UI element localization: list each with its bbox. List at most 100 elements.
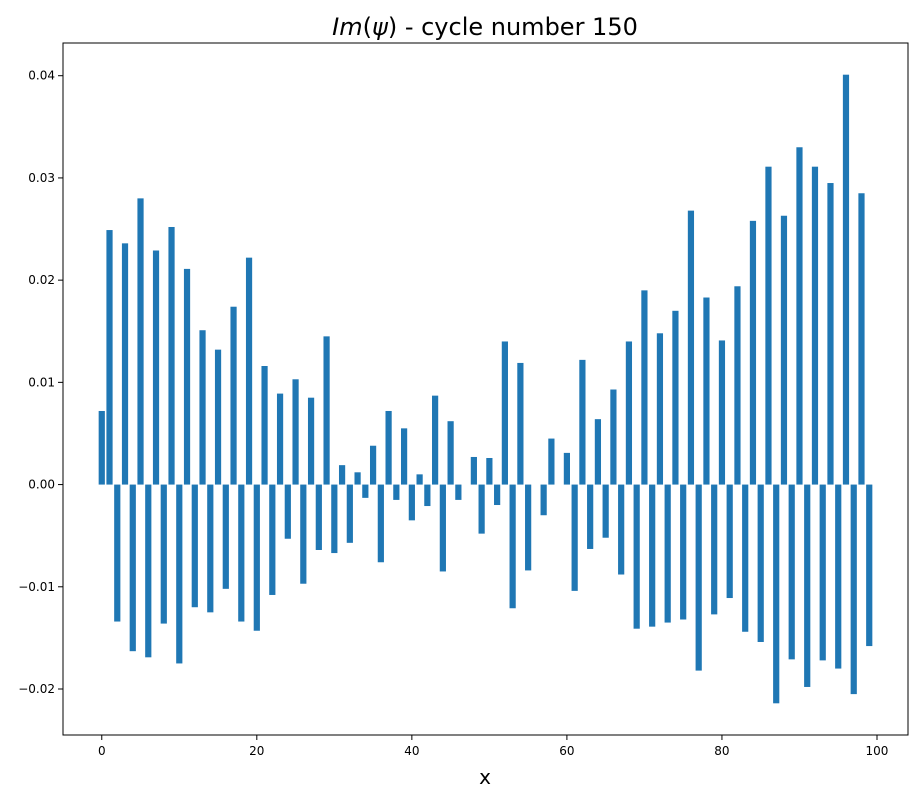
bar-42 bbox=[424, 484, 431, 507]
bar-97 bbox=[850, 484, 857, 695]
bar-62 bbox=[579, 359, 586, 485]
bar-89 bbox=[788, 484, 795, 660]
bar-69 bbox=[633, 484, 640, 629]
x-tick-label: 20 bbox=[249, 744, 264, 758]
bar-87 bbox=[773, 484, 780, 704]
bar-78 bbox=[703, 297, 710, 485]
y-tick-label: 0.03 bbox=[28, 171, 55, 185]
bar-82 bbox=[734, 286, 741, 485]
bar-94 bbox=[827, 183, 834, 485]
bar-1 bbox=[106, 230, 113, 485]
title-suffix: - cycle number 150 bbox=[397, 13, 638, 41]
x-axis-label: x bbox=[479, 765, 491, 789]
bar-26 bbox=[300, 484, 307, 584]
bar-55 bbox=[525, 484, 532, 571]
bar-65 bbox=[602, 484, 609, 538]
bar-73 bbox=[664, 484, 671, 623]
bar-95 bbox=[835, 484, 842, 669]
bar-84 bbox=[749, 220, 757, 485]
bar-99 bbox=[866, 484, 873, 647]
bar-4 bbox=[129, 484, 136, 652]
bar-43 bbox=[432, 395, 439, 485]
bar-40 bbox=[408, 484, 415, 521]
bar-64 bbox=[594, 419, 602, 485]
plot-area-frame bbox=[62, 42, 909, 736]
bar-49 bbox=[478, 484, 485, 534]
bar-71 bbox=[649, 484, 656, 627]
bar-18 bbox=[238, 484, 245, 622]
bar-37 bbox=[385, 410, 392, 485]
bar-6 bbox=[145, 484, 152, 658]
bar-24 bbox=[284, 484, 291, 539]
y-tick-label: 0.00 bbox=[28, 478, 55, 492]
bar-46 bbox=[455, 484, 462, 500]
bar-34 bbox=[362, 484, 369, 498]
y-tick-label: 0.02 bbox=[28, 273, 55, 287]
bar-29 bbox=[323, 336, 330, 485]
x-tick-label: 60 bbox=[559, 744, 574, 758]
y-axis-ticks: −0.02 −0.01 0.00 0.01 0.02 0.03 0.04 bbox=[18, 69, 63, 696]
bar-22 bbox=[269, 484, 276, 595]
bar-93 bbox=[819, 484, 826, 661]
bar-60 bbox=[563, 452, 570, 485]
bar-51 bbox=[494, 484, 501, 506]
bar-36 bbox=[377, 484, 384, 563]
bar-9 bbox=[168, 226, 175, 485]
bar-17 bbox=[230, 306, 237, 485]
bar-86 bbox=[765, 166, 772, 485]
bar-57 bbox=[540, 484, 547, 516]
bar-8 bbox=[160, 484, 167, 624]
bar-63 bbox=[587, 484, 594, 549]
bar-92 bbox=[811, 166, 819, 485]
bar-72 bbox=[656, 333, 664, 485]
x-tick-label: 40 bbox=[404, 744, 419, 758]
bar-96 bbox=[842, 74, 850, 485]
bar-44 bbox=[439, 484, 446, 572]
bar-70 bbox=[641, 290, 648, 485]
bar-45 bbox=[447, 421, 454, 485]
title-paren-open: ( bbox=[363, 13, 372, 41]
bar-19 bbox=[245, 257, 253, 485]
bar-81 bbox=[726, 484, 733, 599]
bar-53 bbox=[509, 484, 516, 609]
bar-12 bbox=[191, 484, 198, 608]
y-tick-label: 0.04 bbox=[28, 69, 55, 83]
bar-74 bbox=[672, 310, 679, 485]
bar-35 bbox=[369, 445, 377, 485]
bar-7 bbox=[152, 250, 160, 485]
bar-30 bbox=[331, 484, 338, 554]
bar-85 bbox=[757, 484, 764, 642]
y-tick-label: −0.02 bbox=[18, 682, 55, 696]
bar-54 bbox=[517, 362, 524, 485]
bar-68 bbox=[625, 341, 633, 485]
bar-5 bbox=[137, 198, 144, 485]
bar-23 bbox=[276, 393, 284, 485]
x-axis-ticks: 0 20 40 60 80 100 bbox=[98, 735, 889, 758]
bar-67 bbox=[618, 484, 625, 575]
bar-15 bbox=[214, 349, 222, 485]
bar-16 bbox=[222, 484, 229, 589]
bar-58 bbox=[548, 438, 555, 485]
bar-75 bbox=[680, 484, 687, 620]
bar-41 bbox=[416, 474, 423, 485]
bar-80 bbox=[718, 340, 726, 485]
bar-91 bbox=[804, 484, 811, 687]
y-tick-label: −0.01 bbox=[18, 580, 55, 594]
bar-76 bbox=[687, 210, 695, 485]
bar-21 bbox=[261, 366, 268, 485]
title-prefix: Im bbox=[332, 13, 362, 41]
x-tick-label: 100 bbox=[866, 744, 889, 758]
bar-13 bbox=[199, 330, 206, 485]
bar-88 bbox=[780, 215, 788, 485]
x-tick-label: 0 bbox=[98, 744, 106, 758]
bar-66 bbox=[610, 389, 617, 485]
y-tick-label: 0.01 bbox=[28, 375, 55, 389]
bar-98 bbox=[858, 193, 865, 485]
title-paren-close: ) bbox=[388, 13, 397, 41]
bar-50 bbox=[486, 457, 493, 485]
bar-27 bbox=[307, 397, 315, 485]
bar-48 bbox=[470, 456, 477, 485]
bar-33 bbox=[354, 472, 361, 485]
